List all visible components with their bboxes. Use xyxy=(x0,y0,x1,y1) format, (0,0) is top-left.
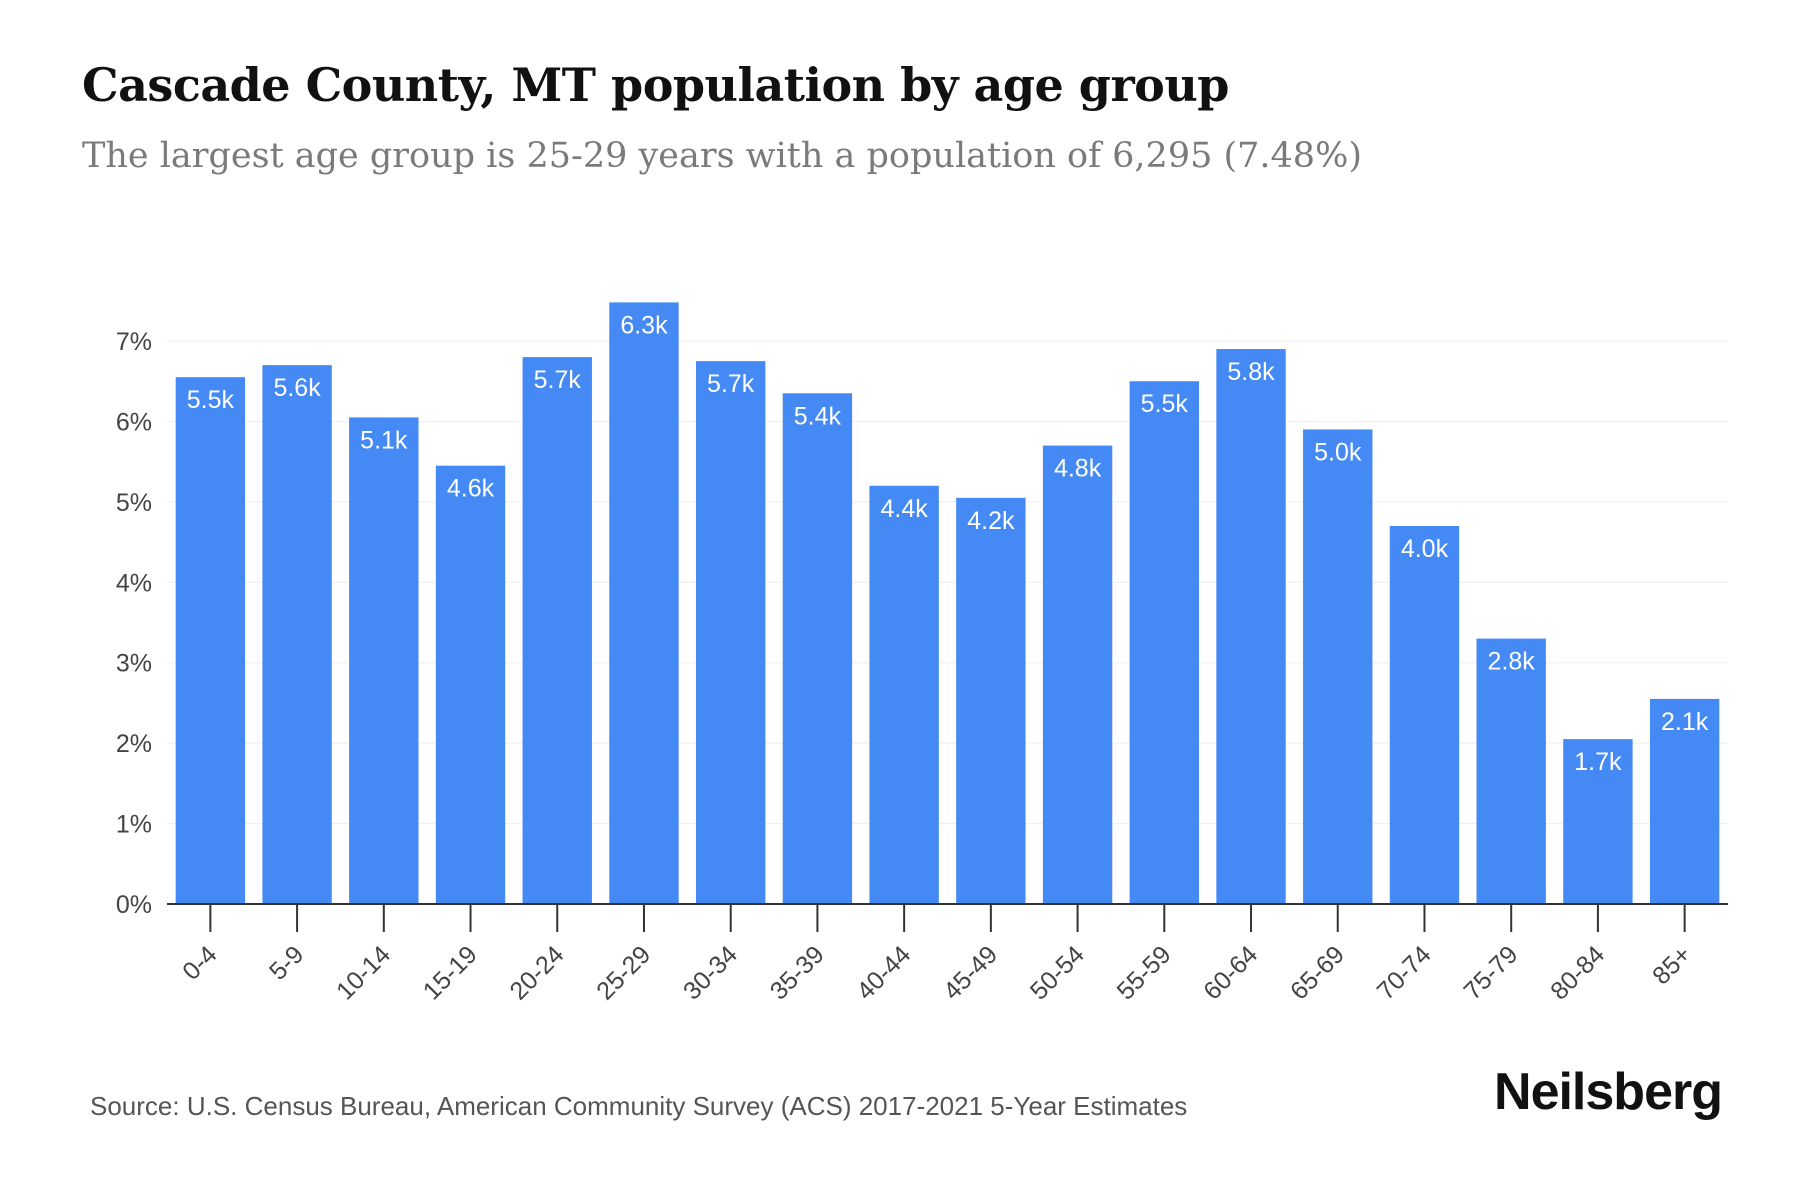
x-tick-label: 5-9 xyxy=(264,940,309,985)
bar xyxy=(1129,381,1199,904)
x-tick-label: 20-24 xyxy=(504,940,569,1005)
source-note: Source: U.S. Census Bureau, American Com… xyxy=(90,1091,1188,1121)
y-tick-label: 2% xyxy=(116,730,152,758)
bar xyxy=(522,357,592,905)
bar-value-label: 4.6k xyxy=(447,475,495,503)
bar-value-label: 5.8k xyxy=(1227,358,1275,386)
bar xyxy=(1649,698,1720,904)
x-tick-label: 70-74 xyxy=(1372,940,1437,1005)
brand-logo: Neilsberg xyxy=(1494,1063,1723,1121)
bar xyxy=(1216,349,1286,904)
bar-value-label: 5.5k xyxy=(1141,390,1189,418)
bar xyxy=(1389,525,1460,904)
x-tick-label: 80-84 xyxy=(1545,940,1610,1005)
bar-value-label: 1.7k xyxy=(1574,748,1622,776)
bar-value-label: 5.1k xyxy=(360,426,408,454)
x-tick-label: 55-59 xyxy=(1112,940,1177,1005)
x-tick-label: 35-39 xyxy=(765,940,830,1005)
bar xyxy=(1303,429,1373,904)
bar xyxy=(1476,638,1546,904)
bar-value-label: 2.8k xyxy=(1488,648,1536,676)
bar xyxy=(175,377,246,904)
y-tick-label: 0% xyxy=(116,891,152,919)
bar-value-label: 5.7k xyxy=(534,366,582,394)
chart-title: Cascade County, MT population by age gro… xyxy=(82,58,1229,112)
y-tick-label: 4% xyxy=(116,569,152,597)
bar-value-label: 4.0k xyxy=(1401,535,1449,563)
bar-value-label: 5.7k xyxy=(707,370,755,398)
bar xyxy=(262,365,332,905)
x-axis-ticks: 0-4 5-9 10-14 15-19 20-24 25-29 30-34 35-39 40-4… xyxy=(177,904,1697,1005)
x-tick-label: 40-44 xyxy=(851,940,916,1005)
bar-chart: 0% 1% 2% 3% 4% 5% 6% 7% 5.5k 5.6k 5.1k 4.6k 5.7k 6.3… xyxy=(116,302,1728,1005)
bar xyxy=(609,302,679,904)
y-tick-label: 3% xyxy=(116,650,152,678)
x-tick-label: 60-64 xyxy=(1198,940,1263,1005)
bar-value-label: 4.4k xyxy=(881,495,929,523)
x-tick-label: 45-49 xyxy=(938,940,1003,1005)
chart-subtitle: The largest age group is 25-29 years wit… xyxy=(82,136,1362,176)
bar-value-label: 6.3k xyxy=(620,311,668,339)
y-tick-label: 5% xyxy=(116,489,152,517)
bars xyxy=(175,302,1720,905)
bar xyxy=(696,361,766,904)
x-tick-label: 15-19 xyxy=(418,940,483,1005)
y-tick-label: 7% xyxy=(116,328,152,356)
x-tick-label: 50-54 xyxy=(1025,940,1090,1005)
bar xyxy=(1563,739,1633,904)
bar xyxy=(956,497,1026,904)
x-tick-label: 65-69 xyxy=(1285,940,1350,1005)
x-tick-label: 75-79 xyxy=(1458,940,1523,1005)
bar-value-label: 5.4k xyxy=(794,402,842,430)
bar xyxy=(782,393,853,904)
x-tick-label: 25-29 xyxy=(591,940,656,1005)
bar xyxy=(349,417,419,904)
bar xyxy=(435,465,506,904)
bar-value-label: 5.6k xyxy=(273,374,321,402)
x-tick-label: 30-34 xyxy=(678,940,743,1005)
y-tick-label: 1% xyxy=(116,811,152,839)
bar-value-labels: 5.5k 5.6k 5.1k 4.6k 5.7k 6.3k 5.7k 5.4k 4.4k 4.2k… xyxy=(187,311,1709,776)
x-tick-label: 10-14 xyxy=(331,940,396,1005)
y-tick-label: 6% xyxy=(116,408,152,436)
bar xyxy=(1042,445,1113,904)
x-tick-label: 0-4 xyxy=(177,940,222,985)
bar-value-label: 5.5k xyxy=(187,386,235,414)
bar-value-label: 2.1k xyxy=(1661,708,1709,736)
y-axis-ticks: 0% 1% 2% 3% 4% 5% 6% 7% xyxy=(116,328,152,919)
bar-value-label: 4.8k xyxy=(1054,455,1102,483)
bar xyxy=(869,485,939,904)
bar-value-label: 5.0k xyxy=(1314,438,1362,466)
x-tick-label: 85+ xyxy=(1647,940,1697,990)
grid-lines xyxy=(167,340,1728,825)
bar-value-label: 4.2k xyxy=(967,507,1015,535)
